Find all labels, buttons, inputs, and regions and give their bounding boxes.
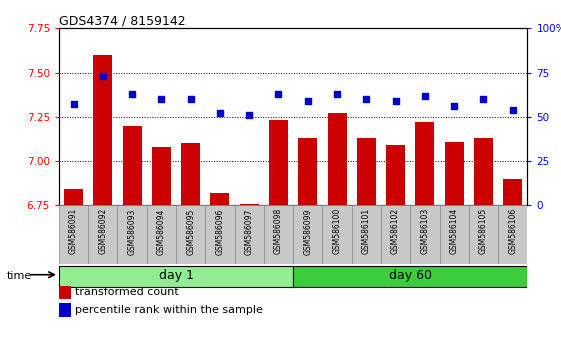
Text: GDS4374 / 8159142: GDS4374 / 8159142 (59, 14, 186, 27)
Point (391, 98, 400, 104)
Bar (181, 143, 200, 205)
Bar (298, 138, 318, 205)
Text: GSM586097: GSM586097 (245, 208, 254, 255)
Bar (240, 204, 259, 205)
FancyBboxPatch shape (293, 266, 527, 287)
FancyBboxPatch shape (410, 205, 439, 264)
Point (69, 102, 78, 107)
FancyBboxPatch shape (323, 205, 352, 264)
Bar (328, 113, 347, 205)
FancyBboxPatch shape (205, 205, 234, 264)
FancyBboxPatch shape (469, 205, 498, 264)
Text: GSM586092: GSM586092 (98, 208, 107, 255)
Text: GSM586098: GSM586098 (274, 208, 283, 255)
Text: GSM586094: GSM586094 (157, 208, 166, 255)
Point (362, 96, 371, 102)
FancyBboxPatch shape (59, 205, 88, 264)
Bar (386, 145, 405, 205)
Bar (474, 138, 493, 205)
Bar (93, 55, 112, 205)
Text: day 60: day 60 (389, 269, 432, 282)
Text: transformed count: transformed count (75, 287, 178, 297)
FancyBboxPatch shape (352, 205, 381, 264)
Text: GSM586101: GSM586101 (362, 208, 371, 255)
Text: GSM586104: GSM586104 (450, 208, 459, 255)
Text: GSM586093: GSM586093 (127, 208, 136, 255)
Point (157, 96, 166, 102)
Text: GSM586103: GSM586103 (420, 208, 429, 255)
Point (333, 91, 342, 97)
Bar (503, 179, 522, 205)
FancyBboxPatch shape (234, 205, 264, 264)
Text: percentile rank within the sample: percentile rank within the sample (75, 305, 263, 315)
Text: GSM586099: GSM586099 (304, 208, 312, 255)
FancyBboxPatch shape (147, 205, 176, 264)
Bar (445, 142, 463, 205)
Text: GSM586102: GSM586102 (391, 208, 400, 255)
Text: GSM586095: GSM586095 (186, 208, 195, 255)
Bar (64, 189, 83, 205)
Bar (123, 126, 141, 205)
FancyBboxPatch shape (293, 205, 323, 264)
Bar (415, 122, 434, 205)
Point (479, 96, 488, 102)
Bar (210, 193, 229, 205)
Text: GSM586105: GSM586105 (479, 208, 488, 255)
Bar (269, 120, 288, 205)
Point (274, 91, 283, 97)
FancyBboxPatch shape (264, 205, 293, 264)
Text: GSM586096: GSM586096 (215, 208, 224, 255)
Point (304, 98, 312, 104)
FancyBboxPatch shape (59, 266, 293, 287)
Point (508, 107, 517, 113)
FancyBboxPatch shape (381, 205, 410, 264)
Text: GSM586091: GSM586091 (69, 208, 78, 255)
FancyBboxPatch shape (176, 205, 205, 264)
FancyBboxPatch shape (88, 205, 117, 264)
Bar (357, 138, 376, 205)
FancyBboxPatch shape (117, 205, 147, 264)
Text: GSM586106: GSM586106 (508, 208, 517, 255)
Point (420, 93, 429, 98)
Point (98, 73, 107, 79)
FancyBboxPatch shape (498, 205, 527, 264)
Point (215, 110, 224, 116)
Point (450, 103, 459, 109)
FancyBboxPatch shape (439, 205, 469, 264)
Bar (152, 147, 171, 205)
Point (127, 91, 136, 97)
Text: time: time (7, 271, 32, 281)
Point (186, 96, 195, 102)
Point (245, 112, 254, 118)
Text: GSM586100: GSM586100 (333, 208, 342, 255)
Text: day 1: day 1 (159, 269, 194, 282)
